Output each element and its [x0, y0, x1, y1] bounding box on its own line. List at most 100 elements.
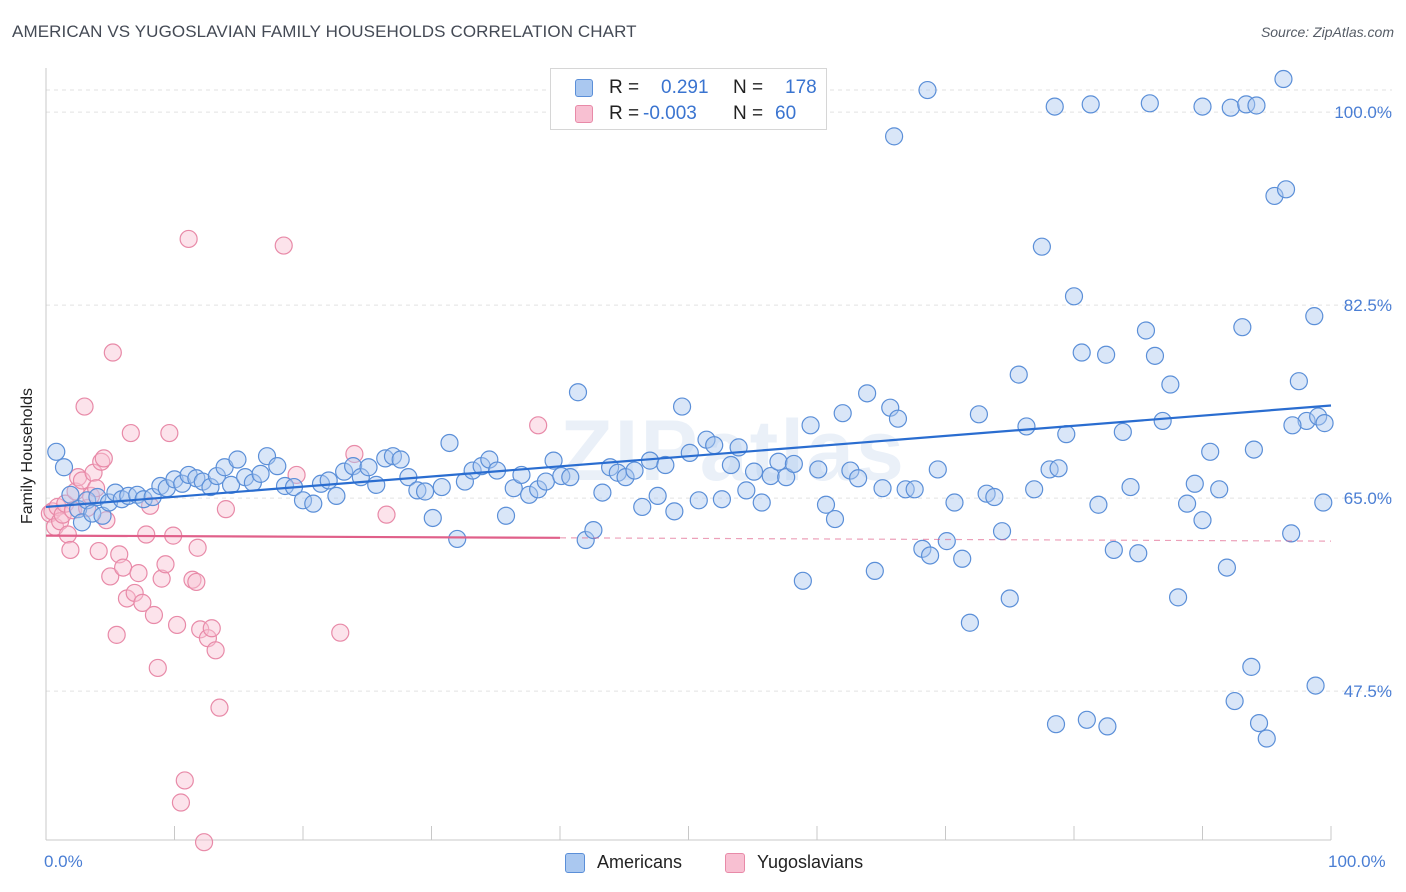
- americans-point: [1049, 459, 1068, 478]
- yugoslavians-point: [148, 658, 167, 678]
- americans-point: [918, 80, 937, 100]
- americans-point: [327, 486, 346, 506]
- americans-point: [945, 493, 964, 512]
- americans-point: [293, 491, 313, 510]
- americans-point: [1145, 346, 1165, 365]
- americans-point: [1045, 97, 1064, 116]
- americans-point: [705, 436, 724, 455]
- americans-point: [625, 461, 644, 480]
- americans-point: [408, 481, 427, 500]
- americans-point: [1193, 511, 1212, 530]
- yugoslavians-point: [58, 525, 77, 544]
- americans-point: [656, 455, 675, 475]
- americans-point: [1201, 442, 1220, 461]
- americans-point: [448, 529, 467, 549]
- yugoslavians-point: [175, 771, 194, 790]
- americans-point: [1057, 425, 1076, 444]
- americans-point: [576, 530, 595, 550]
- americans-point: [228, 450, 247, 469]
- americans-point: [801, 416, 820, 435]
- americans-point: [529, 480, 548, 499]
- americans-point: [463, 461, 482, 480]
- americans-point: [1257, 729, 1276, 748]
- americans-point: [1225, 691, 1244, 711]
- americans-point: [1140, 94, 1159, 113]
- x-tick-label-max: 100.0%: [1328, 852, 1386, 871]
- americans-point: [616, 468, 635, 487]
- americans-point: [54, 458, 74, 477]
- americans-point: [761, 466, 780, 486]
- y-tick-labels: 47.5% 65.0% 82.5% 100.0%: [1334, 103, 1392, 701]
- yugoslavians-point: [160, 423, 179, 443]
- yugoslavians-point: [156, 555, 175, 574]
- americans-point: [1025, 480, 1044, 499]
- americans-point: [1161, 375, 1180, 394]
- americans-point: [737, 481, 756, 500]
- yugoslavians-point: [216, 500, 235, 519]
- americans-point: [953, 549, 972, 568]
- americans-point: [1249, 713, 1269, 733]
- americans-point: [1309, 407, 1328, 426]
- yugoslavians-point: [529, 416, 548, 435]
- americans-point: [1247, 96, 1266, 115]
- americans-point: [648, 486, 667, 506]
- americans-point: [1283, 416, 1302, 435]
- americans-point: [744, 462, 764, 481]
- americans-point: [1282, 524, 1301, 543]
- americans-point: [47, 442, 66, 461]
- americans-point: [672, 397, 692, 416]
- americans-point: [1276, 180, 1296, 199]
- americans-point: [833, 404, 852, 423]
- americans-point: [1210, 480, 1229, 499]
- americans-point: [440, 433, 459, 453]
- legend-n-value: 178: [785, 77, 817, 98]
- yugoslavians-point: [125, 583, 144, 603]
- americans-point: [1305, 307, 1324, 326]
- yugoslavians-point: [92, 452, 111, 471]
- americans-point: [1104, 540, 1123, 560]
- americans-point: [1153, 411, 1172, 431]
- americans-point: [1221, 98, 1240, 117]
- americans-swatch: [575, 79, 593, 97]
- americans-point: [1032, 237, 1051, 256]
- americans-point: [268, 457, 287, 476]
- yugoslavians-point: [331, 623, 350, 642]
- americans-point: [1315, 414, 1334, 433]
- yugoslavians-point: [129, 564, 148, 583]
- americans-point: [1077, 710, 1096, 729]
- y-tick-label: 47.5%: [1344, 682, 1392, 701]
- yugoslavians-trend-extension: [559, 537, 1332, 542]
- americans-point: [841, 461, 860, 480]
- yugoslavians-point: [171, 793, 191, 812]
- americans-point: [721, 455, 741, 475]
- yugoslavians-point: [137, 525, 156, 544]
- yugoslavians-point: [121, 423, 140, 443]
- axes: [45, 68, 1332, 841]
- americans-point: [359, 458, 378, 477]
- americans-point: [415, 482, 435, 501]
- y-tick-label: 65.0%: [1344, 489, 1392, 508]
- americans-point: [1072, 343, 1091, 362]
- americans-point: [769, 452, 788, 471]
- americans-point: [1136, 321, 1156, 340]
- americans-point: [884, 127, 904, 146]
- legend-label-yugoslavians: Yugoslavians: [757, 852, 864, 872]
- americans-point: [825, 509, 845, 529]
- americans-point: [1129, 544, 1148, 563]
- americans-point: [1097, 345, 1116, 364]
- americans-point: [391, 450, 410, 469]
- americans-point: [633, 497, 652, 517]
- americans-point: [985, 487, 1004, 507]
- americans-point: [960, 613, 980, 632]
- americans-point: [1274, 69, 1293, 89]
- americans-point: [865, 561, 884, 581]
- americans-point: [1009, 365, 1028, 384]
- americans-point: [367, 475, 386, 494]
- legend-r-value: -0.003: [643, 103, 697, 124]
- americans-point: [1121, 477, 1140, 497]
- americans-point: [1017, 417, 1036, 436]
- yugoslavians-point: [188, 538, 207, 557]
- americans-point: [1098, 717, 1117, 736]
- legend-r-label: R =: [609, 103, 640, 124]
- americans-point: [1265, 186, 1284, 206]
